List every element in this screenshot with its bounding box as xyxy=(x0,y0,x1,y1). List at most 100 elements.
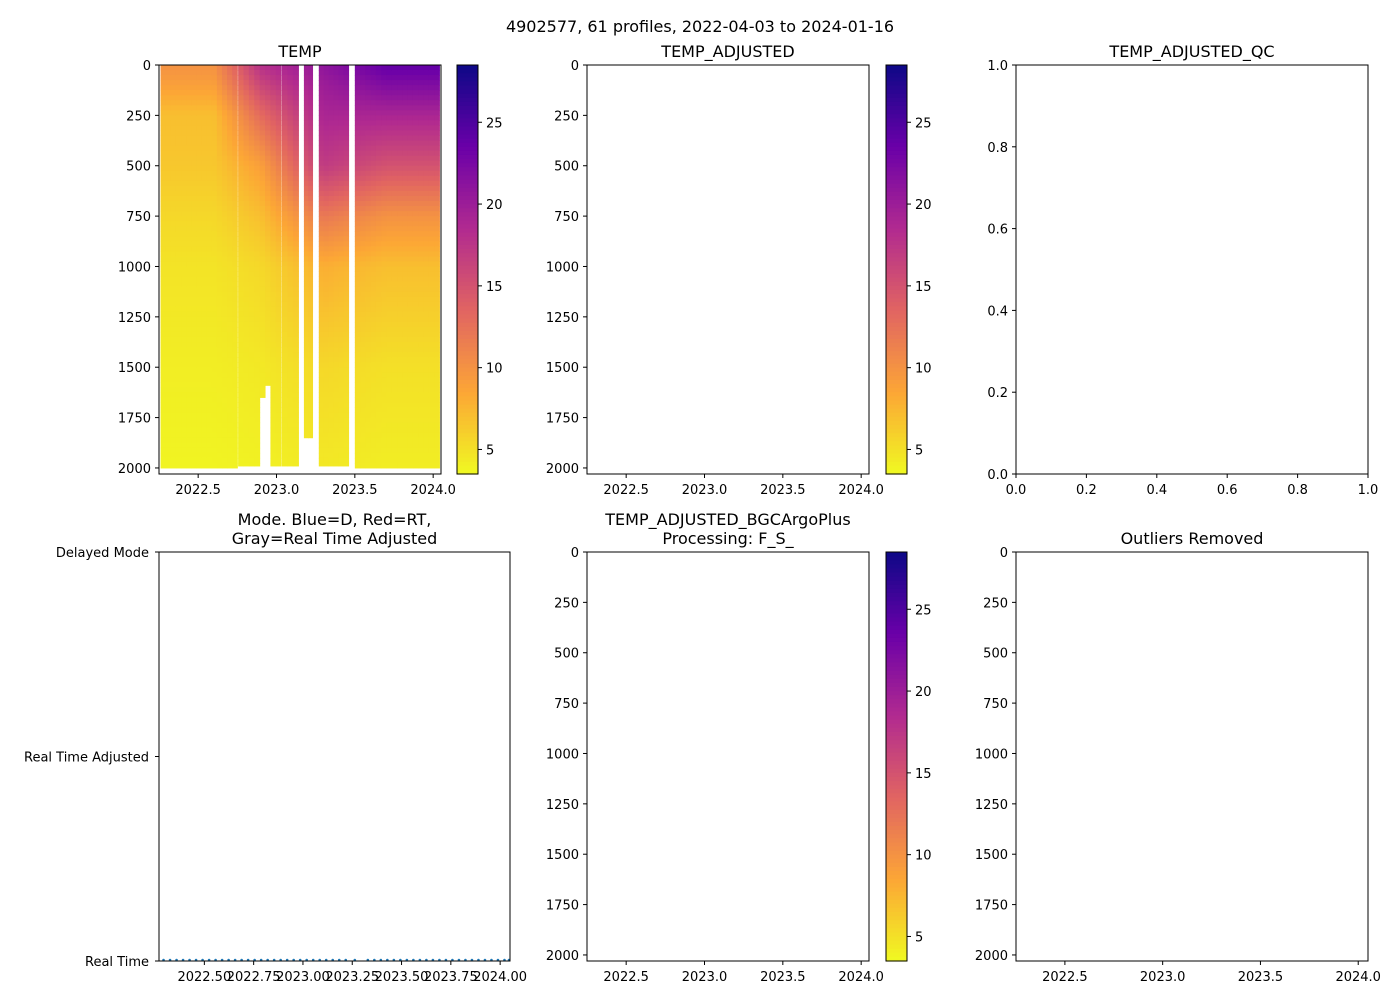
temp-cell xyxy=(354,296,361,303)
temp-cell xyxy=(375,100,382,106)
temp-cell xyxy=(323,347,330,353)
temp-cell xyxy=(365,397,372,403)
temp-cell xyxy=(275,321,282,328)
temp-cell xyxy=(434,70,440,76)
temp-cell xyxy=(303,231,309,237)
temp-cell xyxy=(275,347,282,353)
temp_adjusted-colorbar-band xyxy=(886,449,907,455)
temp-cell xyxy=(254,120,261,126)
temp-cell xyxy=(303,352,309,358)
temp-cell xyxy=(211,105,218,111)
temp-cell xyxy=(248,266,255,273)
temp-cell xyxy=(270,216,277,222)
temp-cell xyxy=(248,326,255,333)
temp-cell xyxy=(428,336,435,343)
temp-cell xyxy=(227,437,233,444)
temp-cell xyxy=(181,170,187,177)
temp-cell xyxy=(243,105,250,111)
temp-cell xyxy=(160,211,167,217)
temp-cell xyxy=(343,125,350,131)
temp-cell xyxy=(418,392,425,398)
temp-cell xyxy=(270,70,277,76)
temp-cell xyxy=(343,336,350,343)
temp_adjusted_qc-ytick-label: 0.6 xyxy=(987,223,1008,238)
temp-cell xyxy=(343,105,350,111)
temp-cell xyxy=(303,105,309,111)
temp-cell xyxy=(216,100,223,106)
temp_adjusted-colorbar-band xyxy=(886,93,907,99)
temp-cell xyxy=(303,206,309,212)
temp-cell xyxy=(243,110,250,116)
temp-cell xyxy=(365,342,372,348)
temp-cell xyxy=(323,115,330,121)
temp-cell xyxy=(423,155,430,162)
temp-cell xyxy=(434,170,440,177)
temp-cell xyxy=(160,100,167,106)
temp-cell xyxy=(175,100,182,106)
temp-cell xyxy=(343,286,350,293)
temp_adjusted_bgc-colorbar-band xyxy=(886,781,907,786)
temp-cell xyxy=(354,110,361,116)
temp_adjusted-colorbar-band xyxy=(886,310,907,316)
temp_adjusted_bgc-colorbar-band xyxy=(886,560,907,565)
temp-cell xyxy=(196,306,203,313)
temp-cell xyxy=(303,226,309,232)
temp-cell xyxy=(248,281,255,288)
temp-cell xyxy=(318,95,325,101)
temp-cell xyxy=(423,90,430,96)
temp-cell xyxy=(370,276,377,283)
temp-cell xyxy=(165,135,172,142)
temp-cell xyxy=(191,342,197,348)
temp-cell xyxy=(397,180,403,187)
temp-cell xyxy=(243,316,250,323)
temp-cell xyxy=(181,221,187,227)
temp-cell xyxy=(175,261,182,267)
temp-cell xyxy=(238,367,245,373)
temp-cell xyxy=(181,120,187,126)
temp-cell xyxy=(386,105,393,111)
temp-cell xyxy=(338,80,345,86)
temp-cell xyxy=(281,85,288,91)
temp-cell xyxy=(391,65,398,71)
temp-cell xyxy=(259,266,266,273)
temp-cell xyxy=(211,407,218,414)
temp-cell xyxy=(360,357,366,363)
temp-cell xyxy=(211,175,218,182)
temp-cell xyxy=(365,311,372,318)
temp-cell xyxy=(308,241,314,247)
temp-cell xyxy=(243,211,250,217)
temp-cell xyxy=(381,236,388,242)
temp_adjusted-colorbar-band xyxy=(886,457,907,463)
temp_adjusted-colorbar-band xyxy=(886,220,907,226)
temp-cell xyxy=(275,407,282,414)
temp-cell xyxy=(423,306,430,313)
temp-cell xyxy=(412,392,419,398)
temp-cell xyxy=(281,432,288,439)
temp-cell xyxy=(333,170,340,177)
temp-cell xyxy=(386,206,393,212)
temp-cell xyxy=(175,402,182,409)
temp-cell xyxy=(428,462,435,469)
temp-cell xyxy=(160,185,167,192)
temp-cell xyxy=(338,301,345,308)
temp_adjusted_bgc-colorbar-band xyxy=(886,601,907,606)
temp-cell xyxy=(287,347,294,353)
temp-cell xyxy=(181,251,187,257)
temp_adjusted_bgc-colorbar-band xyxy=(886,617,907,623)
temp-cell xyxy=(181,326,187,333)
temp-cell xyxy=(391,226,398,232)
temp-cell xyxy=(386,326,393,333)
temp-cell xyxy=(354,125,361,131)
temp-cell xyxy=(412,457,419,464)
temp-cell xyxy=(397,251,403,257)
temp-cell xyxy=(275,190,282,197)
temp-cell xyxy=(328,331,335,338)
temp-cell xyxy=(292,281,299,288)
temp-cell xyxy=(412,115,419,121)
temp-cell xyxy=(418,261,425,267)
temp-cell xyxy=(170,331,177,338)
temp-colorbar-band xyxy=(457,122,478,127)
temp-cell xyxy=(381,442,388,449)
temp-cell xyxy=(365,65,372,71)
temp-colorbar-band xyxy=(457,339,478,344)
